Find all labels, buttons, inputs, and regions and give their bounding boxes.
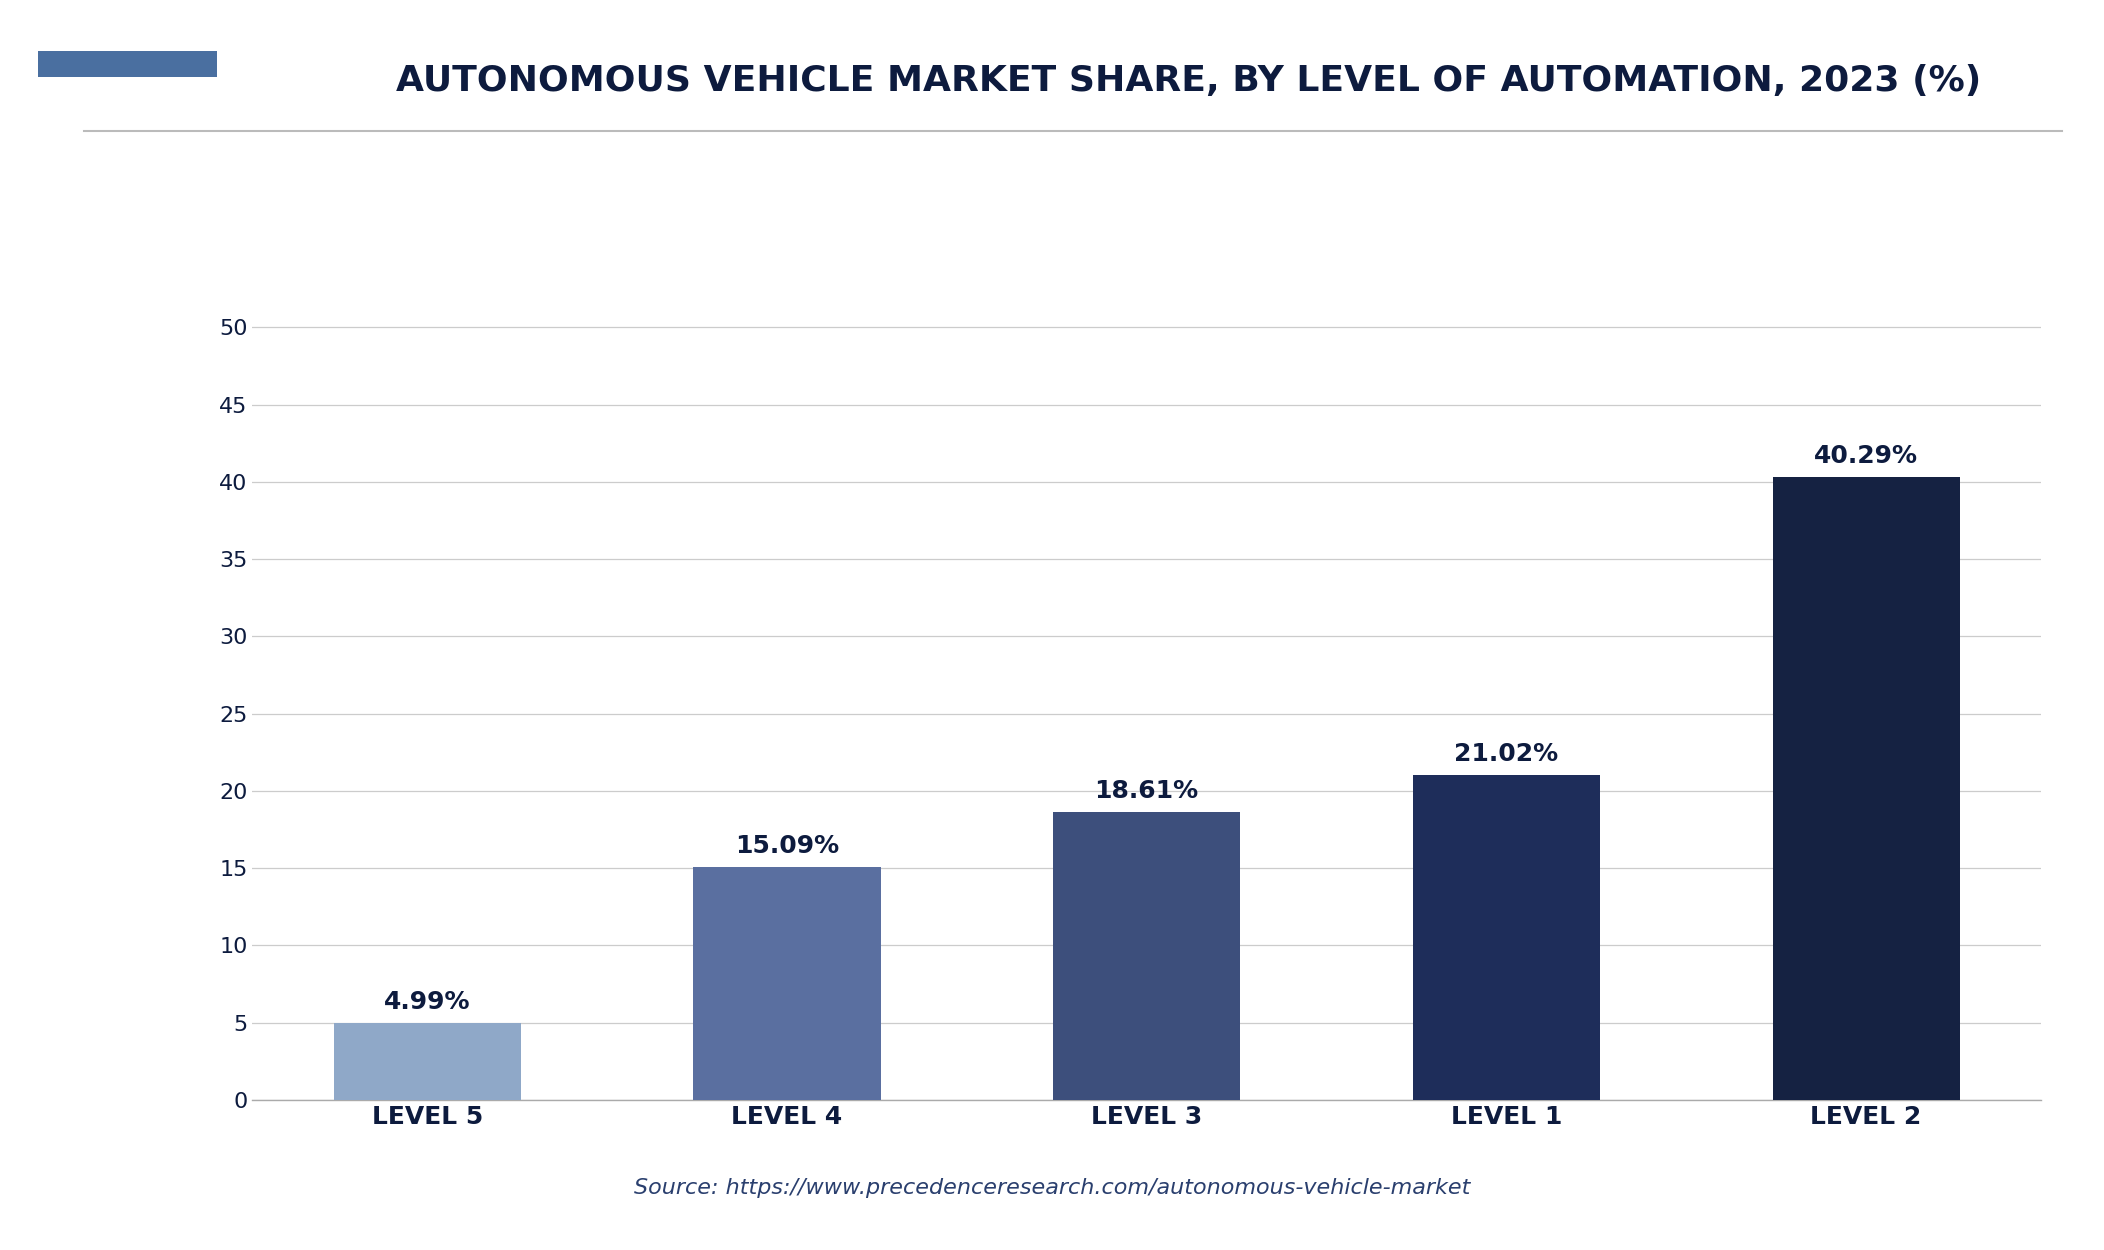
Bar bbox=[38, 50, 217, 78]
Text: 15.09%: 15.09% bbox=[734, 834, 839, 858]
Bar bbox=[1054, 812, 1239, 1100]
Bar bbox=[1772, 478, 1959, 1100]
Bar bbox=[335, 1022, 522, 1100]
Text: 21.02%: 21.02% bbox=[1454, 741, 1559, 766]
Text: 18.61%: 18.61% bbox=[1094, 779, 1199, 802]
Bar bbox=[694, 866, 879, 1100]
Text: RESEARCH: RESEARCH bbox=[84, 91, 170, 106]
Text: 4.99%: 4.99% bbox=[385, 990, 471, 1014]
Text: PRECEDENCE: PRECEDENCE bbox=[74, 31, 181, 46]
Text: 40.29%: 40.29% bbox=[1814, 444, 1919, 468]
Text: AUTONOMOUS VEHICLE MARKET SHARE, BY LEVEL OF AUTOMATION, 2023 (%): AUTONOMOUS VEHICLE MARKET SHARE, BY LEVE… bbox=[396, 64, 1982, 99]
Bar bbox=[1414, 775, 1599, 1100]
Text: Source: https://www.precedenceresearch.com/autonomous-vehicle-market: Source: https://www.precedenceresearch.c… bbox=[633, 1178, 1471, 1198]
